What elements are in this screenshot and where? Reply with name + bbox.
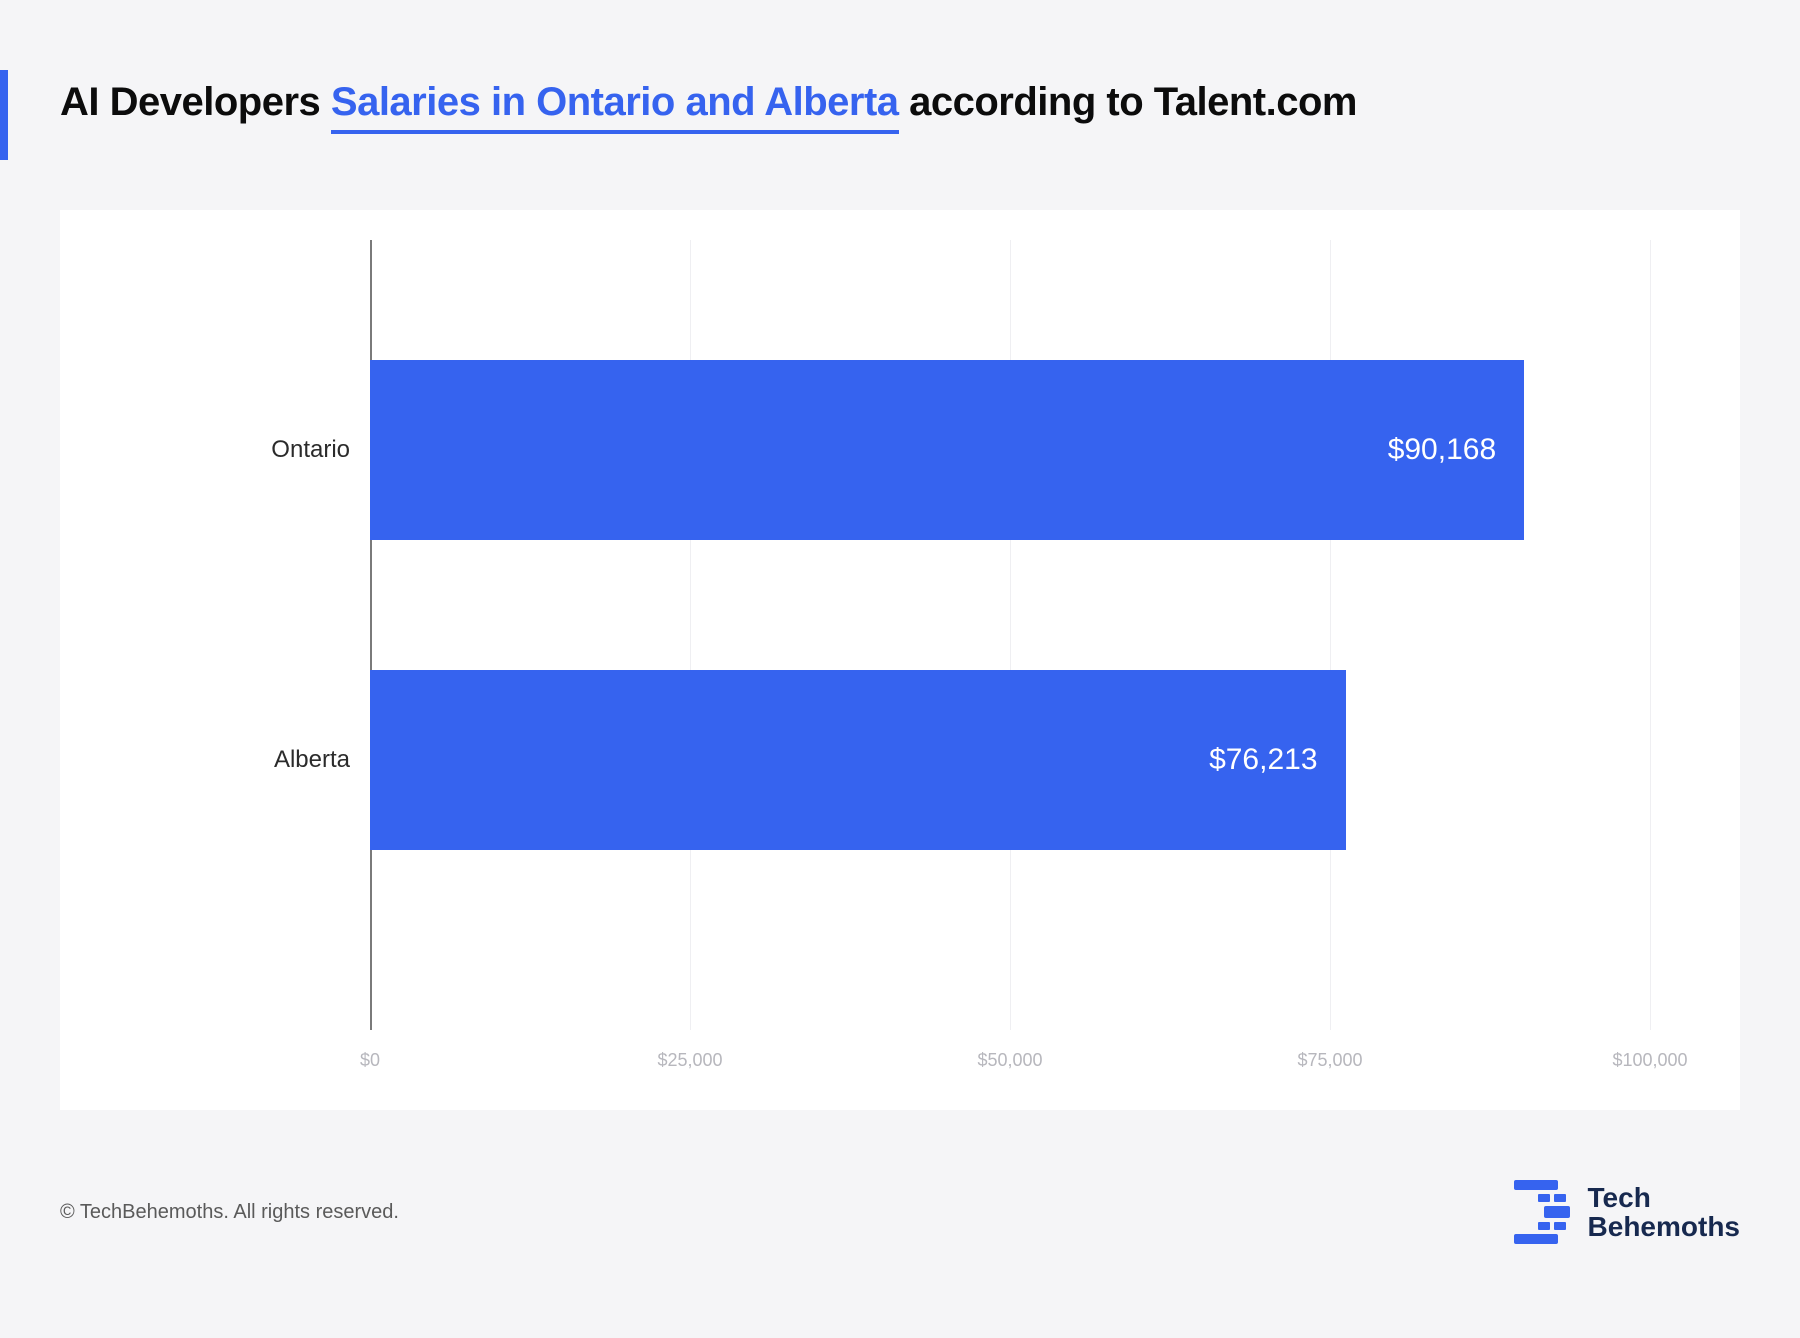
gridline bbox=[1010, 240, 1011, 1030]
brand-logo: Tech Behemoths bbox=[1514, 1180, 1740, 1244]
bar: $90,168 bbox=[370, 360, 1524, 540]
category-label: Alberta bbox=[120, 746, 350, 774]
chart-card: $90,168 $76,213 $0 $25,000 $50,000 $75,000 $1… bbox=[60, 210, 1740, 1110]
bar: $76,213 bbox=[370, 670, 1346, 850]
brand-logo-text: Tech Behemoths bbox=[1588, 1183, 1740, 1242]
bar-value-label: $76,213 bbox=[1209, 743, 1317, 777]
brand-line1: Tech bbox=[1588, 1183, 1740, 1212]
gridline bbox=[1330, 240, 1331, 1030]
x-tick-label: $75,000 bbox=[1297, 1050, 1362, 1071]
chart-plot-area: $90,168 $76,213 bbox=[370, 240, 1650, 1030]
title-highlight: Salaries in Ontario and Alberta bbox=[331, 80, 899, 134]
x-tick-label: $0 bbox=[360, 1050, 380, 1071]
title-pre: AI Developers bbox=[60, 80, 331, 124]
x-tick-label: $100,000 bbox=[1612, 1050, 1687, 1071]
x-tick-label: $50,000 bbox=[977, 1050, 1042, 1071]
page-title: AI Developers Salaries in Ontario and Al… bbox=[60, 78, 1740, 126]
brand-logo-icon bbox=[1514, 1180, 1574, 1244]
gridline bbox=[1650, 240, 1651, 1030]
title-text: AI Developers Salaries in Ontario and Al… bbox=[60, 78, 1740, 126]
category-label: Ontario bbox=[120, 436, 350, 464]
x-tick-label: $25,000 bbox=[657, 1050, 722, 1071]
title-post: according to Talent.com bbox=[899, 80, 1357, 124]
footer: © TechBehemoths. All rights reserved. Te… bbox=[60, 1180, 1740, 1244]
y-axis-line bbox=[370, 240, 372, 1030]
gridline bbox=[690, 240, 691, 1030]
bar-value-label: $90,168 bbox=[1388, 433, 1496, 467]
brand-line2: Behemoths bbox=[1588, 1212, 1740, 1241]
accent-bar bbox=[0, 70, 8, 160]
copyright-text: © TechBehemoths. All rights reserved. bbox=[60, 1201, 399, 1224]
